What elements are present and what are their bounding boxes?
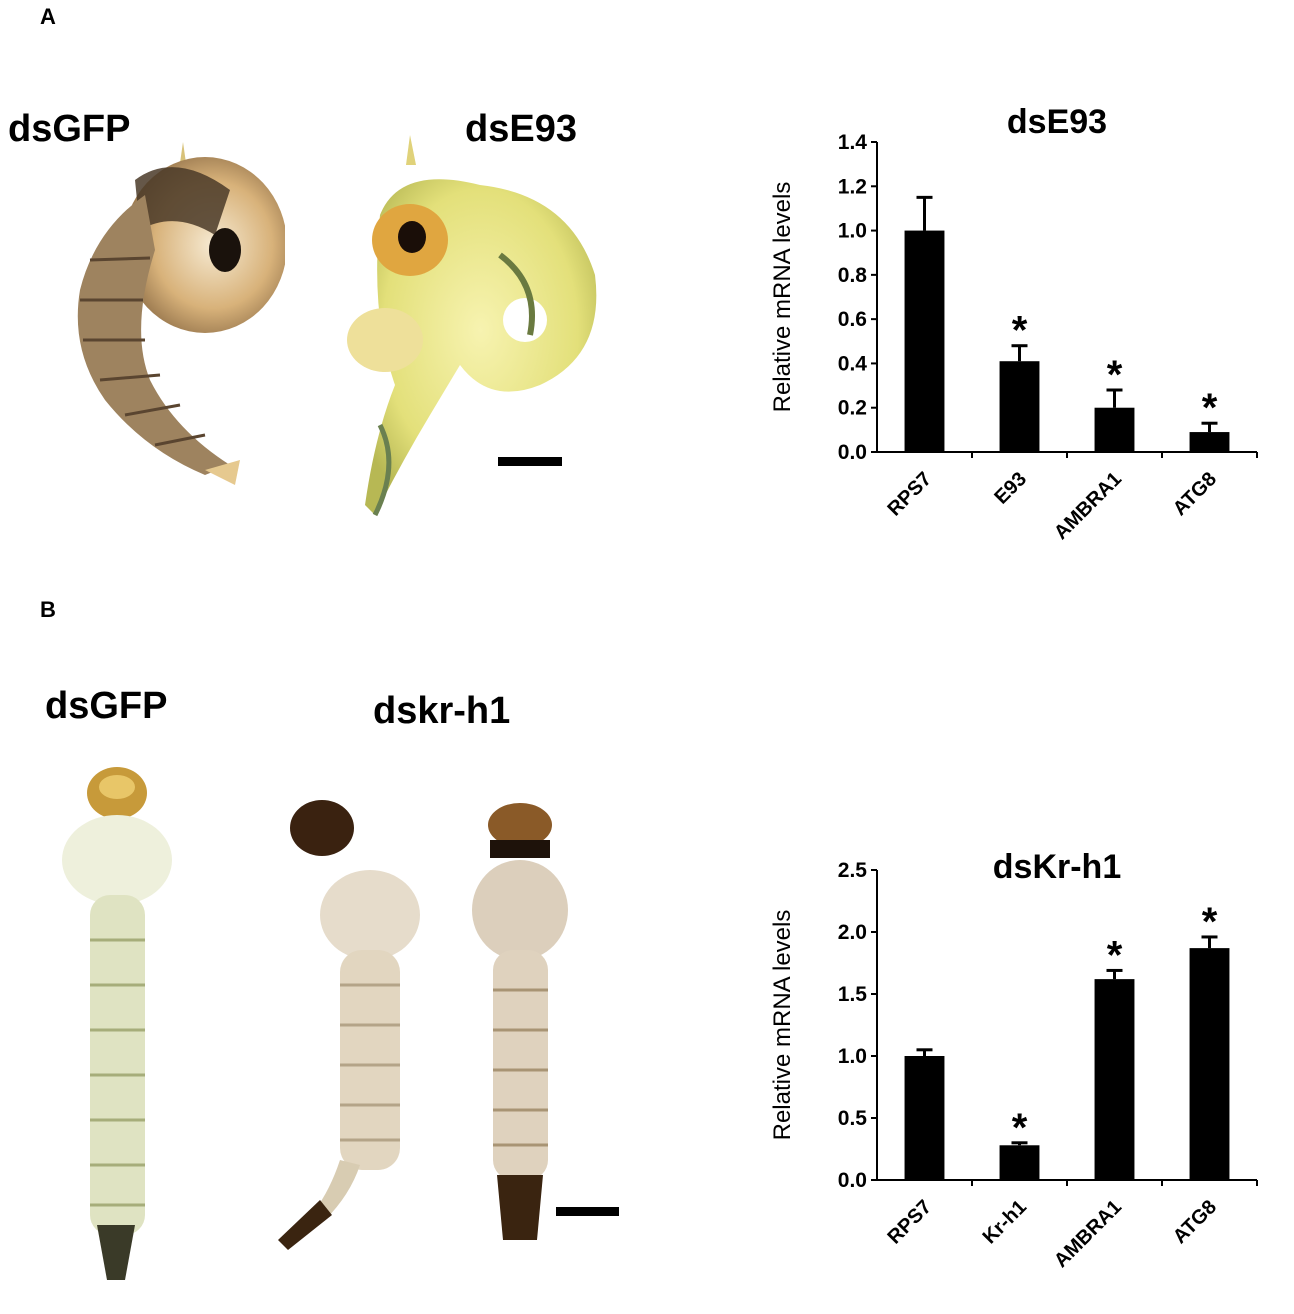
panel-letter-b: B	[40, 597, 56, 622]
x-tick-label: AMBRA1	[1050, 1196, 1126, 1272]
x-tick-label: RPS7	[884, 1196, 937, 1249]
specimen-label-dsgfp-a: dsGFP	[8, 108, 131, 150]
significance-marker: *	[1202, 900, 1218, 944]
y-tick-label: 1.0	[838, 1045, 867, 1068]
y-tick-label: 0.8	[838, 264, 868, 287]
x-tick-label: RPS7	[884, 468, 937, 521]
x-tick-label: Kr-h1	[979, 1196, 1031, 1248]
pupa-dse93-image	[347, 135, 597, 517]
x-tick-label: AMBRA1	[1050, 468, 1126, 544]
chart-dse93: dsE93 Relative mRNA levels 0.0 0.2 0.4 0.6 0.8…	[769, 103, 1258, 544]
chart-dskr-h1: dsKr-h1 Relative mRNA levels 0.0 0.5 1.0 1.5 2…	[769, 848, 1258, 1272]
bar-e93	[999, 361, 1040, 452]
bar-rps7	[904, 1056, 945, 1180]
y-tick-label: 2.0	[838, 921, 867, 944]
larva-dskrh1-image-1	[278, 800, 420, 1250]
bar-ambra1	[1094, 979, 1135, 1180]
significance-marker: *	[1012, 309, 1028, 353]
significance-marker: *	[1012, 1106, 1028, 1150]
significance-marker: *	[1202, 386, 1218, 430]
significance-marker: *	[1107, 933, 1123, 977]
x-tick-label: E93	[990, 468, 1031, 509]
bar-ambra1	[1094, 407, 1135, 452]
specimen-label-dsgfp-b: dsGFP	[45, 685, 168, 727]
significance-marker: *	[1107, 353, 1123, 397]
larva-dskrh1-image-2	[472, 803, 568, 1240]
bar-kr-h1	[999, 1145, 1040, 1180]
scale-bar-b	[556, 1207, 619, 1216]
y-tick-label: 0.5	[838, 1107, 868, 1130]
y-tick-label: 1.0	[838, 220, 867, 243]
panel-letter-a: A	[40, 4, 56, 29]
y-tick-label: 2.5	[838, 859, 868, 882]
bar-rps7	[904, 230, 945, 452]
y-tick-label: 0.4	[838, 352, 868, 375]
pupa-dsgfp-image	[77, 142, 285, 485]
larva-dsgfp-image	[62, 767, 172, 1280]
bar-atg8	[1189, 432, 1230, 452]
scale-bar-a	[498, 457, 562, 466]
bar-atg8	[1189, 948, 1230, 1180]
y-tick-label: 0.6	[838, 308, 867, 331]
y-tick-label: 0.2	[838, 397, 867, 420]
y-tick-label: 1.2	[838, 175, 867, 198]
y-axis-label: Relative mRNA levels	[769, 910, 796, 1141]
y-tick-label: 1.5	[838, 983, 868, 1006]
chart-title: dsE93	[1007, 103, 1107, 141]
y-tick-label: 0.0	[838, 1169, 867, 1192]
x-tick-label: ATG8	[1169, 468, 1221, 520]
y-tick-label: 0.0	[838, 441, 867, 464]
y-axis-label: Relative mRNA levels	[769, 182, 796, 413]
specimen-label-dskr-h1: dskr-h1	[373, 690, 511, 732]
chart-title: dsKr-h1	[993, 848, 1121, 886]
y-tick-label: 1.4	[838, 131, 868, 154]
x-tick-label: ATG8	[1169, 1196, 1221, 1248]
specimen-label-dse93: dsE93	[465, 108, 577, 150]
